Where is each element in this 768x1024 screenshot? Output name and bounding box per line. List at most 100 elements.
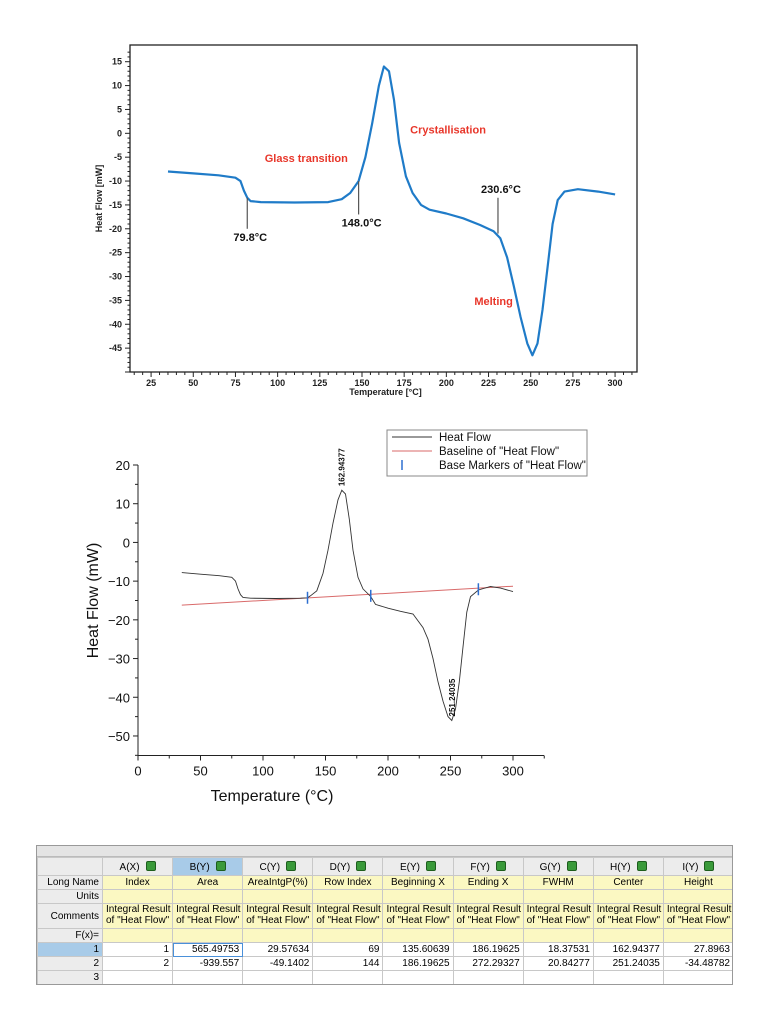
data-cell[interactable]: 186.19625 bbox=[452, 942, 524, 957]
column-header-label: C(Y) bbox=[259, 861, 281, 873]
comments-cell[interactable]: Integral Result of "Heat Flow" bbox=[522, 903, 594, 929]
column-header[interactable]: B(Y) bbox=[172, 857, 244, 876]
data-cell[interactable]: 1 bbox=[101, 942, 174, 957]
data-cell[interactable] bbox=[662, 970, 732, 984]
column-header[interactable]: I(Y) bbox=[662, 857, 732, 876]
data-cell[interactable] bbox=[243, 985, 313, 986]
y-tick-label: -25 bbox=[109, 248, 122, 258]
data-cell[interactable] bbox=[383, 985, 453, 986]
comments-cell[interactable]: Integral Result of "Heat Flow" bbox=[382, 903, 454, 929]
comments-cell[interactable]: Integral Result of "Heat Flow" bbox=[172, 903, 244, 929]
y-axis-label: Heat Flow (mW) bbox=[85, 543, 102, 659]
data-cell[interactable]: -34.48782 bbox=[662, 956, 732, 971]
row-number[interactable]: 2 bbox=[37, 956, 103, 971]
long-name-cell[interactable]: Area bbox=[172, 875, 244, 890]
x-tick-label: 75 bbox=[230, 378, 240, 388]
units-cell[interactable] bbox=[312, 889, 384, 904]
formula-cell[interactable] bbox=[662, 928, 732, 943]
long-name-cell[interactable]: AreaIntgP(%) bbox=[242, 875, 314, 890]
data-cell[interactable] bbox=[663, 985, 733, 986]
row-label-comments[interactable]: Comments bbox=[37, 903, 103, 929]
data-cell[interactable]: 565.49753 bbox=[172, 942, 244, 957]
data-cell[interactable] bbox=[382, 970, 454, 984]
units-cell[interactable] bbox=[172, 889, 244, 904]
column-header[interactable]: G(Y) bbox=[522, 857, 594, 876]
x-tick-label: 150 bbox=[354, 378, 369, 388]
data-cell[interactable] bbox=[452, 970, 524, 984]
y-tick-label: 20 bbox=[116, 458, 130, 473]
row-number[interactable]: 4 bbox=[38, 985, 103, 986]
data-cell[interactable] bbox=[522, 970, 594, 984]
data-cell[interactable]: 251.24035 bbox=[592, 956, 664, 971]
formula-cell[interactable] bbox=[312, 928, 384, 943]
row-label-long-name[interactable]: Long Name bbox=[37, 875, 103, 890]
row-label-fx[interactable]: F(x)= bbox=[37, 928, 103, 943]
data-cell[interactable]: 186.19625 bbox=[382, 956, 454, 971]
column-header[interactable]: E(Y) bbox=[382, 857, 454, 876]
long-name-cell[interactable]: Center bbox=[592, 875, 664, 890]
corner-cell[interactable] bbox=[37, 857, 103, 876]
data-cell[interactable]: 18.37531 bbox=[522, 942, 594, 957]
long-name-cell[interactable]: Row Index bbox=[312, 875, 384, 890]
data-cell[interactable] bbox=[312, 970, 384, 984]
comments-cell[interactable]: Integral Result of "Heat Flow" bbox=[452, 903, 524, 929]
data-cell[interactable]: 69 bbox=[312, 942, 384, 957]
data-cell[interactable] bbox=[242, 970, 314, 984]
data-cell[interactable]: 272.29327 bbox=[452, 956, 524, 971]
formula-cell[interactable] bbox=[592, 928, 664, 943]
long-name-cell[interactable]: Index bbox=[101, 875, 174, 890]
formula-cell[interactable] bbox=[172, 928, 244, 943]
data-cell[interactable] bbox=[103, 985, 173, 986]
row-number[interactable]: 1 bbox=[37, 942, 103, 957]
long-name-cell[interactable]: Height bbox=[662, 875, 732, 890]
column-header[interactable]: D(Y) bbox=[312, 857, 384, 876]
data-cell[interactable]: 29.57634 bbox=[242, 942, 314, 957]
data-cell[interactable]: 27.8963 bbox=[662, 942, 732, 957]
comments-cell[interactable]: Integral Result of "Heat Flow" bbox=[242, 903, 314, 929]
data-cell[interactable] bbox=[173, 985, 243, 986]
long-name-cell[interactable]: Ending X bbox=[452, 875, 524, 890]
long-name-cell[interactable]: FWHM bbox=[522, 875, 594, 890]
units-cell[interactable] bbox=[522, 889, 594, 904]
units-cell[interactable] bbox=[662, 889, 732, 904]
data-cell[interactable]: 2 bbox=[101, 956, 174, 971]
data-cell[interactable] bbox=[453, 985, 523, 986]
formula-cell[interactable] bbox=[522, 928, 594, 943]
comments-cell[interactable]: Integral Result of "Heat Flow" bbox=[662, 903, 732, 929]
data-cell[interactable]: 135.60639 bbox=[382, 942, 454, 957]
column-header[interactable]: C(Y) bbox=[242, 857, 314, 876]
data-cell[interactable] bbox=[313, 985, 383, 986]
annotation-label: 148.0°C bbox=[342, 217, 382, 229]
comment-line: of "Heat Flow" bbox=[316, 915, 380, 926]
units-cell[interactable] bbox=[101, 889, 174, 904]
data-cell[interactable]: 162.94377 bbox=[592, 942, 664, 957]
comments-cell[interactable]: Integral Result of "Heat Flow" bbox=[101, 903, 174, 929]
data-cell[interactable] bbox=[593, 985, 663, 986]
comment-line: of "Heat Flow" bbox=[596, 915, 660, 926]
data-cell[interactable]: 20.84277 bbox=[522, 956, 594, 971]
data-cell[interactable]: 144 bbox=[312, 956, 384, 971]
formula-cell[interactable] bbox=[242, 928, 314, 943]
long-name-cell[interactable]: Beginning X bbox=[382, 875, 454, 890]
formula-cell[interactable] bbox=[101, 928, 174, 943]
row-label-units[interactable]: Units bbox=[37, 889, 103, 904]
column-header[interactable]: H(Y) bbox=[592, 857, 664, 876]
comments-cell[interactable]: Integral Result of "Heat Flow" bbox=[312, 903, 384, 929]
comments-cell[interactable]: Integral Result of "Heat Flow" bbox=[592, 903, 664, 929]
formula-cell[interactable] bbox=[382, 928, 454, 943]
data-cell[interactable]: -49.1402 bbox=[242, 956, 314, 971]
formula-cell[interactable] bbox=[452, 928, 524, 943]
data-cell[interactable] bbox=[101, 970, 174, 984]
units-cell[interactable] bbox=[382, 889, 454, 904]
data-cell[interactable]: -939.557 bbox=[172, 956, 244, 971]
units-cell[interactable] bbox=[592, 889, 664, 904]
units-cell[interactable] bbox=[452, 889, 524, 904]
data-cell[interactable] bbox=[592, 970, 664, 984]
row-number[interactable]: 3 bbox=[37, 970, 103, 984]
units-cell[interactable] bbox=[242, 889, 314, 904]
column-header[interactable]: A(X) bbox=[101, 857, 174, 876]
data-cell[interactable] bbox=[523, 985, 593, 986]
column-header[interactable]: F(Y) bbox=[452, 857, 524, 876]
y-tick-label: −20 bbox=[108, 613, 130, 628]
data-cell[interactable] bbox=[172, 970, 244, 984]
